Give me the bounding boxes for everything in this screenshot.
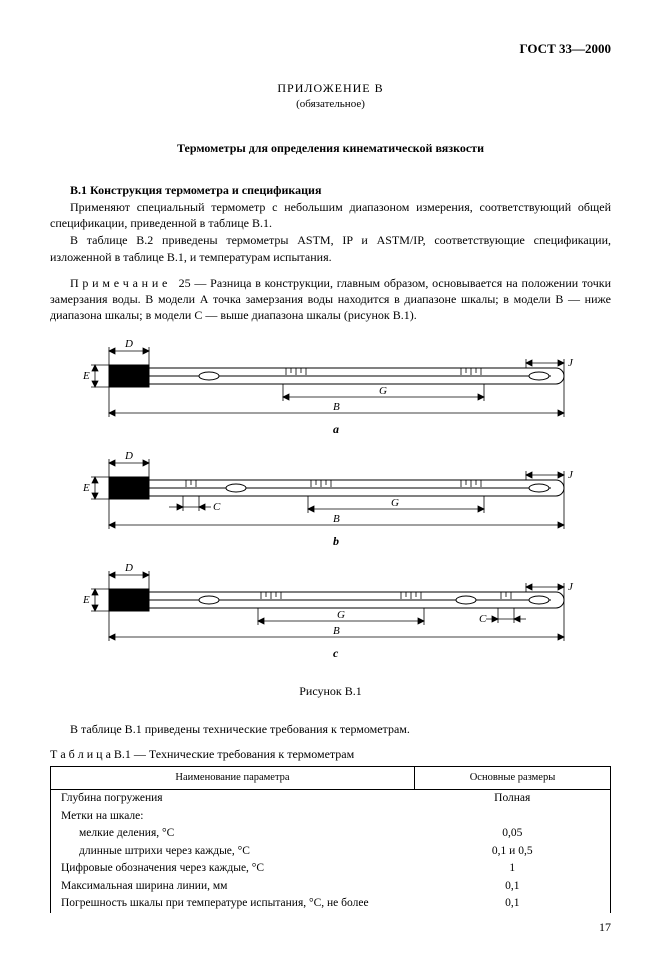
model-c-label: c: [333, 646, 339, 660]
model-a-label: а: [333, 422, 339, 436]
param-name: Максимальная ширина линии, мм: [51, 878, 415, 896]
paragraph-1: Применяют специальный термометр с неболь…: [50, 199, 611, 231]
thermometer-diagram: D E J G В: [61, 335, 601, 675]
section-number: В.1: [70, 183, 87, 197]
table-intro: В таблице В.1 приведены технические треб…: [50, 721, 611, 737]
dim-g-c: G: [337, 609, 345, 621]
dim-e: E: [82, 370, 90, 382]
table-title: Т а б л и ц а В.1 — Технические требован…: [50, 746, 611, 762]
param-value: 1: [415, 860, 611, 878]
dim-j: J: [568, 357, 574, 369]
param-name: Погрешность шкалы при температуре испыта…: [51, 895, 415, 913]
dim-g: G: [379, 385, 387, 397]
param-name: мелкие деления, °С: [51, 825, 415, 843]
appendix-subtitle: (обязательное): [50, 97, 611, 112]
param-value: Полная: [415, 790, 611, 808]
page-number: 17: [50, 919, 611, 935]
note-number: 25: [179, 276, 191, 290]
param-value: 0,1 и 0,5: [415, 843, 611, 861]
dim-d-c: D: [124, 562, 133, 574]
dim-j-c: J: [568, 581, 574, 593]
param-name: Цифровые обозначения через каждые, °С: [51, 860, 415, 878]
param-value: [415, 808, 611, 826]
param-value: 0,05: [415, 825, 611, 843]
param-value: 0,1: [415, 895, 611, 913]
dim-j-b: J: [568, 469, 574, 481]
dim-b-c: В: [333, 625, 340, 637]
dim-d-b: D: [124, 450, 133, 462]
param-name: Метки на шкале:: [51, 808, 415, 826]
dim-e-b: E: [82, 482, 90, 494]
col-param: Наименование параметра: [51, 766, 415, 789]
section-heading: Конструкция термометра и спецификация: [90, 183, 321, 197]
dim-c-b: С: [213, 501, 221, 513]
figure-b1: D E J G В: [50, 335, 611, 675]
document-title: Термометры для определения кинематическо…: [50, 140, 611, 156]
param-value: 0,1: [415, 878, 611, 896]
figure-caption: Рисунок В.1: [50, 683, 611, 699]
dim-b: В: [333, 401, 340, 413]
appendix-title: ПРИЛОЖЕНИЕ В: [50, 80, 611, 96]
section-heading-line: В.1 Конструкция термометра и спецификаци…: [50, 182, 611, 198]
note-paragraph: П р и м е ч а н и е 25 — Разница в конст…: [50, 275, 611, 324]
dim-e-c: E: [82, 594, 90, 606]
dim-d: D: [124, 338, 133, 350]
standard-code: ГОСТ 33—2000: [50, 40, 611, 58]
model-b-label: b: [333, 534, 339, 548]
param-name: длинные штрихи через каждые, °С: [51, 843, 415, 861]
paragraph-2: В таблице В.2 приведены термометры ASTM,…: [50, 232, 611, 264]
col-value: Основные размеры: [415, 766, 611, 789]
spec-table: Наименование параметра Основные размеры …: [50, 766, 611, 913]
dim-g-b: G: [391, 497, 399, 509]
dim-b-b: В: [333, 513, 340, 525]
dim-c-c: С: [479, 613, 487, 625]
note-label: П р и м е ч а н и е: [70, 276, 167, 290]
param-name: Глубина погружения: [51, 790, 415, 808]
